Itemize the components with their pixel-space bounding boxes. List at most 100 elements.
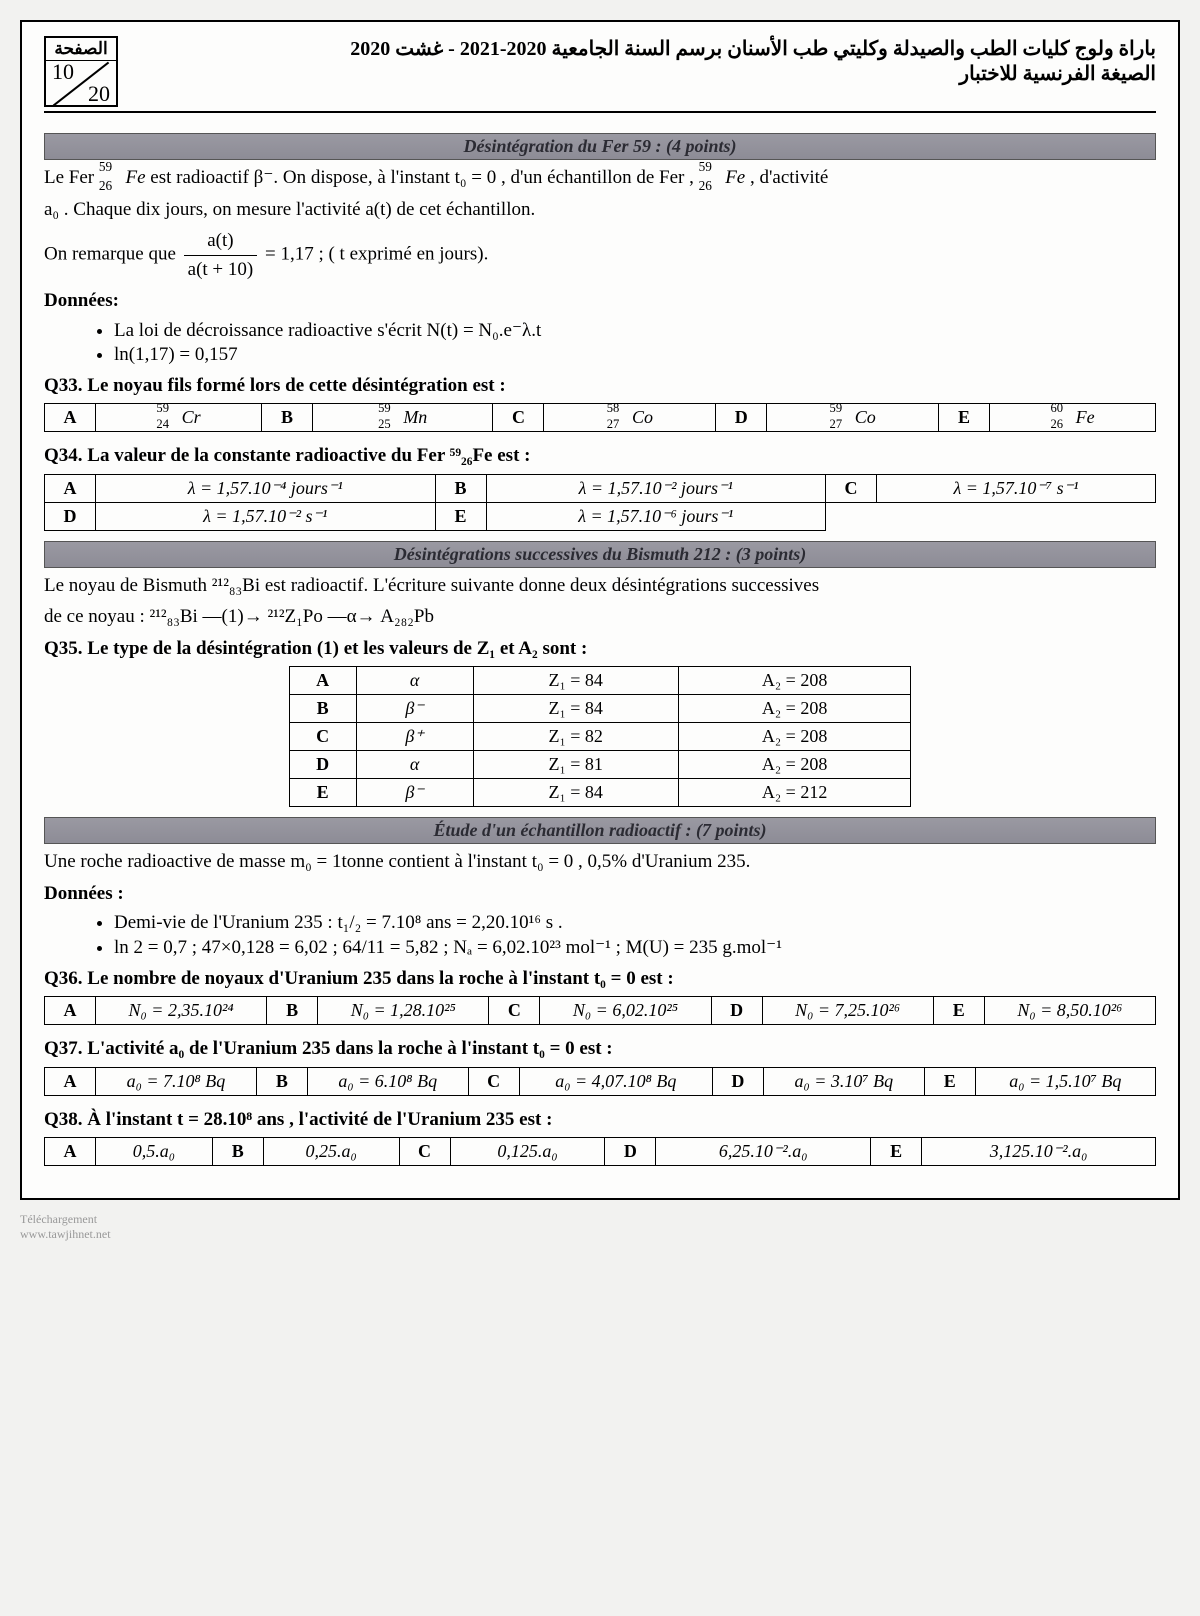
- q36-option-value: N₀ = 1,28.10²⁵: [318, 997, 489, 1025]
- s1-paragraph-2: a₀ . Chaque dix jours, on mesure l'activ…: [44, 196, 1156, 224]
- q33-option-letter: B: [262, 404, 313, 432]
- q35-cell: Z₁ = 84: [473, 667, 678, 695]
- q35-cell: B: [289, 695, 356, 723]
- q33-option-letter: A: [45, 404, 96, 432]
- donnee-2: ln(1,17) = 0,157: [114, 344, 1156, 366]
- q38-option-letter: A: [45, 1138, 96, 1166]
- s3-donnee-2: ln 2 = 0,7 ; 47×0,128 = 6,02 ; 64/11 = 5…: [114, 936, 1156, 959]
- q35-cell: α: [356, 667, 473, 695]
- q37-option-letter: A: [45, 1067, 96, 1095]
- q37-option-value: a₀ = 6.10⁸ Bq: [307, 1067, 468, 1095]
- s3-donnee-1: Demi-vie de l'Uranium 235 : t₁/₂ = 7.10⁸…: [114, 912, 1156, 934]
- page-current: 10: [52, 59, 74, 85]
- q38-option-letter: D: [605, 1138, 656, 1166]
- section-1-title: Désintégration du Fer 59 : (4 points): [44, 133, 1156, 160]
- q38-option-value: 0,125.a₀: [450, 1138, 605, 1166]
- q34-option-letter: E: [435, 502, 486, 530]
- q36-option-letter: C: [489, 997, 540, 1025]
- q33-option-letter: E: [939, 404, 990, 432]
- q36-option-letter: B: [267, 997, 318, 1025]
- q35-cell: Z₁ = 81: [473, 751, 678, 779]
- q34-title: Q34. La valeur de la constante radioacti…: [44, 442, 1156, 470]
- donnees-list-3: Demi-vie de l'Uranium 235 : t₁/₂ = 7.10⁸…: [74, 912, 1156, 959]
- q35-cell: A₂ = 208: [678, 667, 911, 695]
- q34-option-value: λ = 1,57.10⁻² s⁻¹: [96, 502, 436, 530]
- q35-cell: A₂ = 212: [678, 779, 911, 807]
- q38-option-value: 3,125.10⁻².a₀: [922, 1138, 1156, 1166]
- q38-option-value: 6,25.10⁻².a₀: [656, 1138, 871, 1166]
- q33-option-letter: C: [493, 404, 544, 432]
- q33-table: A5924CrB5925MnC5827CoD5927CoE6026Fe: [44, 403, 1156, 432]
- q33-option-letter: D: [716, 404, 767, 432]
- q37-option-value: a₀ = 7.10⁸ Bq: [96, 1067, 257, 1095]
- q35-cell: β⁻: [356, 779, 473, 807]
- q36-title: Q36. Le nombre de noyaux d'Uranium 235 d…: [44, 965, 1156, 993]
- q34-table: Aλ = 1,57.10⁻⁴ jours⁻¹Bλ = 1,57.10⁻² jou…: [44, 474, 1156, 531]
- q34-option-letter: C: [826, 474, 877, 502]
- exam-page: الصفحة 10 20 باراة ولوج كليات الطب والصي…: [20, 20, 1180, 1200]
- header-title-line2: الصيغة الفرنسية للاختبار: [118, 61, 1156, 86]
- nuclide-fe59: 5926Fe: [99, 164, 146, 192]
- q33-option-value: 5927Co: [767, 404, 939, 432]
- q33-title: Q33. Le noyau fils formé lors de cette d…: [44, 372, 1156, 400]
- q33-option-value: 5925Mn: [313, 404, 493, 432]
- q35-cell: Z₁ = 84: [473, 779, 678, 807]
- header-title: باراة ولوج كليات الطب والصيدلة وكليتي طب…: [118, 36, 1156, 86]
- q38-table: A0,5.a₀B0,25.a₀C0,125.a₀D6,25.10⁻².a₀E3,…: [44, 1137, 1156, 1166]
- q35-title: Q35. Le type de la désintégration (1) et…: [44, 635, 1156, 663]
- page-total: 20: [88, 81, 110, 107]
- q36-option-value: N₀ = 7,25.10²⁶: [762, 997, 933, 1025]
- q37-title: Q37. L'activité a₀ de l'Uranium 235 dans…: [44, 1035, 1156, 1063]
- section-2-title: Désintégrations successives du Bismuth 2…: [44, 541, 1156, 568]
- q35-cell: β⁺: [356, 723, 473, 751]
- q36-option-letter: E: [933, 997, 984, 1025]
- q34-option-value: λ = 1,57.10⁻⁴ jours⁻¹: [96, 474, 436, 502]
- q35-cell: Z₁ = 84: [473, 695, 678, 723]
- q36-option-letter: A: [45, 997, 96, 1025]
- q35-cell: A₂ = 208: [678, 695, 911, 723]
- q38-option-letter: E: [871, 1138, 922, 1166]
- s1-paragraph-1: Le Fer 5926Fe est radioactif β⁻. On disp…: [44, 164, 1156, 192]
- s3-paragraph-1: Une roche radioactive de masse m₀ = 1ton…: [44, 848, 1156, 876]
- q35-cell: Z₁ = 82: [473, 723, 678, 751]
- header-title-line1: باراة ولوج كليات الطب والصيدلة وكليتي طب…: [118, 36, 1156, 61]
- q35-cell: A: [289, 667, 356, 695]
- q37-option-value: a₀ = 1,5.10⁷ Bq: [975, 1067, 1155, 1095]
- q37-option-letter: D: [712, 1067, 763, 1095]
- q33-option-value: 5827Co: [544, 404, 716, 432]
- q34-option-letter: D: [45, 502, 96, 530]
- donnees-list-1: La loi de décroissance radioactive s'écr…: [74, 319, 1156, 366]
- q37-option-letter: B: [256, 1067, 307, 1095]
- nuclide-fe59-2: 5926Fe: [699, 164, 746, 192]
- q35-cell: E: [289, 779, 356, 807]
- watermark: Téléchargement www.tawjihnet.net: [20, 1212, 1180, 1242]
- q37-option-value: a₀ = 4,07.10⁸ Bq: [519, 1067, 712, 1095]
- s2-paragraph-1: Le noyau de Bismuth ²¹²₈₃Bi est radioact…: [44, 572, 1156, 600]
- q34-option-value: λ = 1,57.10⁻⁶ jours⁻¹: [486, 502, 826, 530]
- fraction: a(t)a(t + 10): [184, 227, 258, 283]
- q35-cell: A₂ = 208: [678, 723, 911, 751]
- q34-option-letter: A: [45, 474, 96, 502]
- q37-option-letter: E: [924, 1067, 975, 1095]
- q36-option-value: N₀ = 8,50.10²⁶: [984, 997, 1155, 1025]
- donnee-1: La loi de décroissance radioactive s'écr…: [114, 319, 1156, 342]
- q34-option-value: λ = 1,57.10⁻⁷ s⁻¹: [877, 474, 1156, 502]
- page-number-box: الصفحة 10 20: [44, 36, 118, 107]
- page-label: الصفحة: [46, 38, 116, 61]
- q35-table: AαZ₁ = 84A₂ = 208Bβ⁻Z₁ = 84A₂ = 208Cβ⁺Z₁…: [289, 666, 912, 807]
- donnees-label-1: Données:: [44, 287, 1156, 315]
- q36-option-value: N₀ = 6,02.10²⁵: [540, 997, 711, 1025]
- q36-option-value: N₀ = 2,35.10²⁴: [96, 997, 267, 1025]
- q38-option-letter: C: [399, 1138, 450, 1166]
- q35-cell: β⁻: [356, 695, 473, 723]
- q33-option-value: 5924Cr: [96, 404, 262, 432]
- q37-option-value: a₀ = 3.10⁷ Bq: [763, 1067, 924, 1095]
- q36-option-letter: D: [711, 997, 762, 1025]
- q38-option-letter: B: [212, 1138, 263, 1166]
- q37-table: Aa₀ = 7.10⁸ BqBa₀ = 6.10⁸ BqCa₀ = 4,07.1…: [44, 1067, 1156, 1096]
- q36-table: AN₀ = 2,35.10²⁴BN₀ = 1,28.10²⁵CN₀ = 6,02…: [44, 996, 1156, 1025]
- s2-paragraph-2: de ce noyau : ²¹²₈₃Bi —(1)→ ²¹²Z₁Po —α→ …: [44, 603, 1156, 631]
- q35-cell: C: [289, 723, 356, 751]
- q34-option-value: λ = 1,57.10⁻² jours⁻¹: [486, 474, 826, 502]
- q38-option-value: 0,25.a₀: [263, 1138, 399, 1166]
